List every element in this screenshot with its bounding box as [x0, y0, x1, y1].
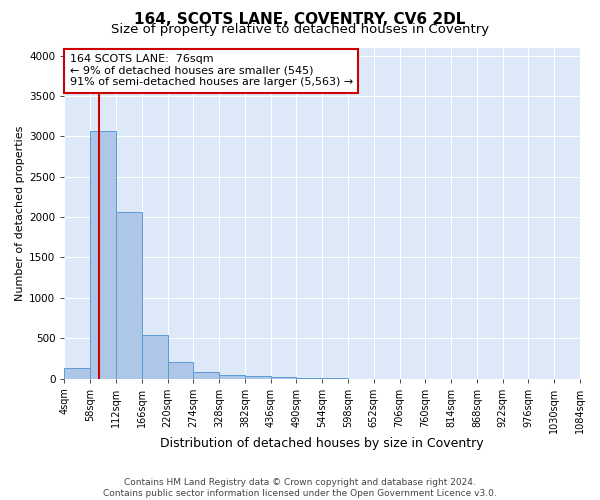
Bar	[245, 376, 271, 378]
Bar	[271, 377, 296, 378]
Text: Size of property relative to detached houses in Coventry: Size of property relative to detached ho…	[111, 22, 489, 36]
Bar	[219, 375, 245, 378]
Bar	[64, 368, 90, 378]
Bar	[167, 362, 193, 378]
Text: Contains HM Land Registry data © Crown copyright and database right 2024.
Contai: Contains HM Land Registry data © Crown c…	[103, 478, 497, 498]
Y-axis label: Number of detached properties: Number of detached properties	[15, 126, 25, 300]
X-axis label: Distribution of detached houses by size in Coventry: Distribution of detached houses by size …	[160, 437, 484, 450]
Bar	[142, 334, 167, 378]
Bar	[116, 212, 142, 378]
Bar	[90, 130, 116, 378]
Text: 164, SCOTS LANE, COVENTRY, CV6 2DL: 164, SCOTS LANE, COVENTRY, CV6 2DL	[134, 12, 466, 28]
Bar	[193, 372, 219, 378]
Text: 164 SCOTS LANE:  76sqm
← 9% of detached houses are smaller (545)
91% of semi-det: 164 SCOTS LANE: 76sqm ← 9% of detached h…	[70, 54, 353, 88]
